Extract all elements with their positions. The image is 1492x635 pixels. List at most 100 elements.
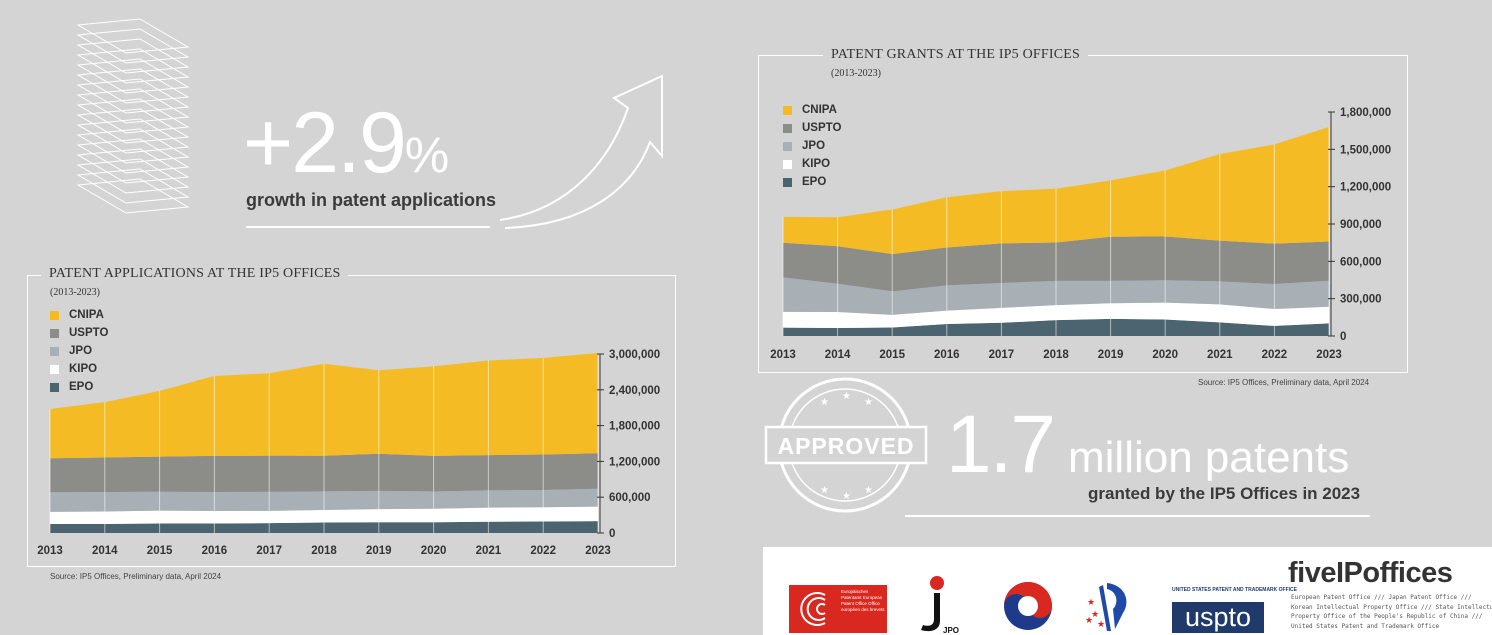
epo-mark-icon: [800, 592, 826, 626]
x-tick-label: 2021: [1207, 349, 1233, 361]
grants-source: Source: IP5 Offices, Preliminary data, A…: [1198, 378, 1370, 387]
five-line: Korean Intellectual Property Office /// …: [1291, 603, 1492, 611]
y-tick-label: 1,800,000: [1340, 107, 1391, 119]
five-line: European Patent Office /// Japan Patent …: [1291, 594, 1472, 601]
applications-source: Source: IP5 Offices, Preliminary data, A…: [50, 572, 222, 581]
legend-item-cnipa: CNIPA: [783, 101, 841, 119]
grants-chart: 0 300,000 600,000 900,000 1,200,000 1,500,000…: [770, 107, 1391, 361]
growth-value: +2.9: [243, 95, 407, 191]
growth-arrow-icon: [499, 74, 663, 229]
legend-label: CNIPA: [69, 309, 104, 321]
paper-sheet: [76, 178, 190, 214]
uspto-logo-small: UNITED STATES PATENT AND TRADEMARK OFFIC…: [1172, 587, 1297, 593]
applications-chart-title: PATENT APPLICATIONS AT THE IP5 OFFICES: [41, 266, 349, 282]
five-line: United States Patent and Trademark Offic…: [1291, 622, 1440, 630]
paper-sheet: [76, 98, 190, 134]
y-tick-label: 2,400,000: [609, 385, 660, 397]
legend-swatch: [783, 105, 792, 115]
legend-item-kipo: KIPO: [50, 360, 108, 378]
grants-underline: [905, 515, 1370, 517]
svg-text:★: ★: [842, 391, 851, 402]
y-tick-label: 1,500,000: [1340, 144, 1391, 156]
legend-label: KIPO: [802, 158, 831, 170]
y-tick-label: 1,200,000: [609, 456, 660, 468]
legend-label: EPO: [802, 176, 827, 188]
five-ip-offices-title: fiveIPoffices: [1288, 557, 1453, 589]
legend-swatch: [783, 123, 792, 133]
ip5-logo-strip: Europäisches Patentamt European Patent O…: [763, 547, 1492, 635]
paper-sheet: [76, 128, 190, 164]
growth-caption: growth in patent applications: [246, 190, 497, 210]
svg-text:★: ★: [842, 491, 851, 502]
x-tick-label: 2013: [37, 545, 63, 557]
cnipa-logo: ★★★★: [1085, 583, 1127, 631]
legend-label: EPO: [69, 381, 94, 393]
kipo-logo: [1004, 582, 1052, 630]
x-tick-label: 2016: [202, 545, 228, 557]
legend-swatch: [783, 177, 792, 187]
svg-text:★: ★: [820, 485, 829, 496]
legend-swatch: [50, 382, 59, 392]
legend-swatch: [783, 159, 792, 169]
x-tick-label: 2018: [1043, 349, 1069, 361]
grants-figure: 1.7 million patents: [946, 395, 1349, 518]
jpo-logo-label: JPO: [943, 626, 959, 635]
legend-label: USPTO: [802, 122, 842, 134]
svg-text:★: ★: [1097, 619, 1105, 629]
x-tick-label: 2022: [1262, 349, 1288, 361]
x-tick-label: 2021: [476, 545, 502, 557]
legend-item-kipo: KIPO: [783, 155, 841, 173]
y-tick-label: 0: [1340, 331, 1346, 343]
uspto-logo: UNITED STATES PATENT AND TRADEMARK OFFIC…: [1172, 587, 1297, 633]
x-tick-label: 2014: [92, 545, 118, 557]
legend-swatch: [50, 310, 59, 320]
y-tick-label: 600,000: [609, 492, 651, 504]
applications-chart: 0 600,000 1,200,000 1,800,000 2,400,000 3,000…: [37, 349, 660, 557]
growth-underline: [246, 226, 490, 228]
paper-sheet: [76, 158, 190, 194]
grants-legend: CNIPA USPTO JPO KIPO EPO: [783, 101, 841, 191]
paper-sheet: [76, 58, 190, 94]
growth-figure: +2.9%: [243, 93, 449, 205]
legend-swatch: [50, 328, 59, 338]
growth-unit: %: [404, 127, 450, 183]
applications-chart-panel: [27, 275, 676, 567]
y-tick-label: 1,200,000: [1340, 182, 1391, 194]
legend-label: JPO: [802, 140, 826, 152]
legend-item-epo: EPO: [783, 173, 841, 191]
applications-chart-subtitle: (2013-2023): [50, 287, 100, 298]
x-tick-label: 2018: [311, 545, 337, 557]
grants-chart-subtitle: (2013-2023): [831, 68, 881, 79]
legend-label: USPTO: [69, 327, 109, 339]
legend-label: CNIPA: [802, 104, 837, 116]
legend-swatch: [783, 141, 792, 151]
paper-sheet: [76, 78, 190, 114]
x-tick-label: 2022: [530, 545, 556, 557]
uspto-logo-word: uspto: [1172, 602, 1264, 633]
y-tick-label: 0: [609, 528, 615, 540]
legend-item-jpo: JPO: [50, 342, 108, 360]
applications-legend: CNIPA USPTO JPO KIPO EPO: [50, 306, 108, 396]
legend-item-uspto: USPTO: [783, 119, 841, 137]
x-tick-label: 2017: [256, 545, 282, 557]
svg-text:★: ★: [1087, 597, 1095, 607]
y-tick-label: 3,000,000: [609, 349, 660, 361]
svg-text:★: ★: [1091, 609, 1099, 619]
epo-logo: Europäisches Patentamt European Patent O…: [789, 585, 887, 633]
x-tick-label: 2023: [585, 545, 611, 557]
legend-swatch: [50, 346, 59, 356]
paper-sheet: [76, 168, 190, 204]
legend-item-cnipa: CNIPA: [50, 306, 108, 324]
svg-text:★: ★: [820, 397, 829, 408]
grants-chart-title: PATENT GRANTS AT THE IP5 OFFICES: [823, 47, 1088, 63]
jpo-logo: JPO: [921, 576, 959, 635]
x-tick-label: 2020: [1152, 349, 1178, 361]
y-tick-label: 900,000: [1340, 219, 1382, 231]
stamp-label: APPROVED: [777, 433, 914, 459]
paper-sheet: [76, 18, 190, 54]
five-ip-offices-members: European Patent Office /// Japan Patent …: [1291, 593, 1492, 631]
paper-stack-icon: [76, 18, 190, 214]
epo-logo-text: Europäisches Patentamt European Patent O…: [841, 589, 885, 612]
legend-item-jpo: JPO: [783, 137, 841, 155]
svg-text:★: ★: [864, 485, 873, 496]
